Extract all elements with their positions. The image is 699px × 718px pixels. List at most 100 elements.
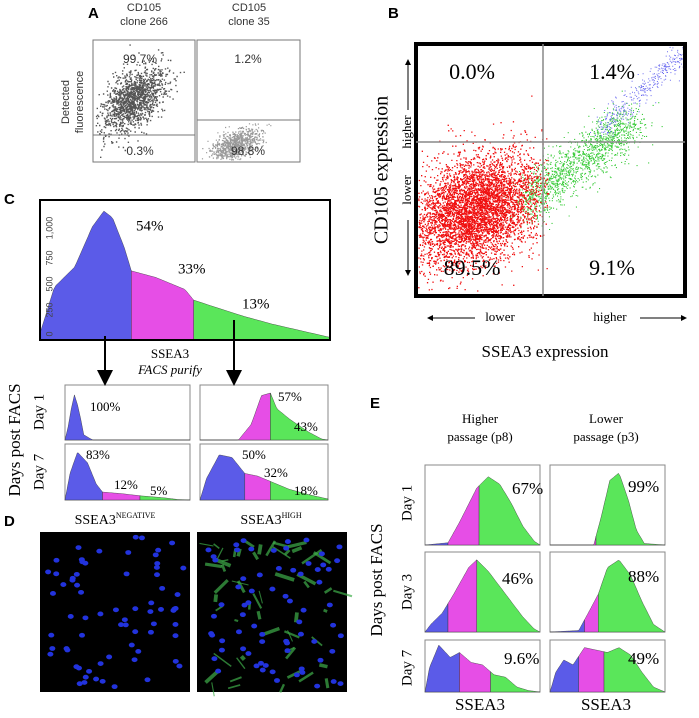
gate-percent: 88% — [628, 567, 659, 586]
nucleus — [150, 621, 157, 627]
tick-label: 250 — [44, 302, 54, 317]
fiber — [298, 671, 314, 683]
title-base: SSEA3 — [75, 513, 116, 528]
nucleus — [210, 554, 217, 560]
nucleus — [239, 612, 246, 618]
nucleus — [118, 622, 125, 628]
fiber — [258, 590, 263, 604]
nucleus — [153, 565, 160, 570]
gate-percent: 100% — [90, 399, 121, 414]
gate-percent: 99% — [628, 477, 659, 496]
nucleus — [298, 666, 305, 672]
title-sup: NEGATIVE — [116, 511, 156, 520]
gate-percent: 9.6% — [504, 649, 539, 668]
histogram-area — [549, 655, 580, 693]
nucleus — [111, 684, 118, 690]
nucleus — [253, 663, 260, 669]
nucleus — [326, 602, 333, 608]
nucleus — [311, 639, 318, 644]
fiber — [274, 572, 295, 582]
nucleus — [337, 633, 344, 639]
nucleus — [233, 542, 240, 548]
nucleus — [330, 679, 337, 684]
nucleus — [303, 537, 310, 543]
quadrant-percent: 89.5% — [444, 255, 501, 280]
fiber — [303, 580, 310, 589]
column-title: Lower — [589, 411, 624, 426]
fiber — [287, 540, 307, 549]
quadrant-percent: 9.1% — [589, 255, 635, 280]
nucleus — [172, 633, 179, 639]
fiber — [211, 682, 215, 697]
gate-percent: 50% — [242, 447, 266, 462]
gate-percent: 67% — [512, 479, 543, 498]
nucleus — [259, 667, 266, 673]
gate-percent: 98.8% — [231, 144, 265, 158]
histogram-area — [244, 473, 271, 501]
histogram-area — [595, 472, 666, 546]
nucleus — [138, 535, 145, 541]
nucleus — [336, 544, 343, 550]
fiber — [257, 544, 263, 555]
nucleus — [73, 571, 80, 577]
nucleus — [205, 547, 212, 553]
nucleus — [97, 611, 104, 617]
fiber — [234, 618, 239, 623]
nucleus — [121, 617, 128, 623]
scatter-cloud — [590, 46, 684, 137]
nucleus — [78, 589, 85, 595]
panel-label: C — [4, 191, 15, 208]
nucleus — [241, 602, 248, 608]
nucleus — [82, 674, 89, 680]
nucleus — [169, 540, 176, 546]
gate-percent: 43% — [294, 419, 318, 434]
nucleus — [73, 664, 80, 670]
histogram-area — [64, 394, 190, 441]
fiber — [285, 646, 297, 660]
nucleus — [148, 600, 155, 606]
fiber — [204, 562, 223, 569]
histogram-area — [459, 652, 491, 693]
histogram-area — [578, 647, 605, 693]
scatter-cloud — [201, 123, 272, 161]
fiber — [333, 589, 353, 598]
nucleus — [256, 572, 263, 578]
column-title: passage (p8) — [447, 429, 512, 444]
nucleus — [78, 557, 85, 562]
fiber — [199, 542, 214, 547]
nucleus — [240, 576, 247, 582]
fiber — [227, 684, 241, 690]
nucleus — [132, 606, 139, 612]
nucleus — [128, 642, 135, 648]
row-label: Day 1 — [399, 485, 415, 521]
nucleus — [269, 586, 276, 592]
histogram-area — [478, 476, 541, 546]
panel-label: E — [370, 395, 380, 412]
nucleus — [219, 638, 226, 644]
nucleus — [97, 661, 104, 667]
axis-label: SSEA3 expression — [481, 342, 609, 361]
nucleus — [132, 534, 139, 540]
gate-percent: 33% — [178, 261, 206, 277]
nucleus — [300, 607, 307, 613]
tick-label: 1,000 — [44, 217, 54, 240]
nucleus — [112, 607, 119, 613]
axis-label: Days post FACS — [5, 383, 24, 496]
fiber — [279, 683, 286, 693]
fiber — [256, 610, 262, 620]
title-sup: HIGH — [282, 511, 302, 520]
fiber — [252, 593, 263, 609]
fiber — [324, 678, 330, 689]
fiber — [323, 608, 328, 613]
nucleus — [45, 569, 52, 575]
nucleus — [64, 647, 71, 653]
column-title: Higher — [462, 411, 499, 426]
histogram-area — [550, 536, 597, 546]
nucleus — [257, 660, 264, 666]
nucleus — [234, 547, 241, 553]
nucleus — [210, 613, 217, 619]
nucleus — [269, 669, 276, 675]
nucleus — [147, 629, 154, 635]
histogram-area — [102, 491, 141, 501]
nucleus — [60, 582, 67, 587]
